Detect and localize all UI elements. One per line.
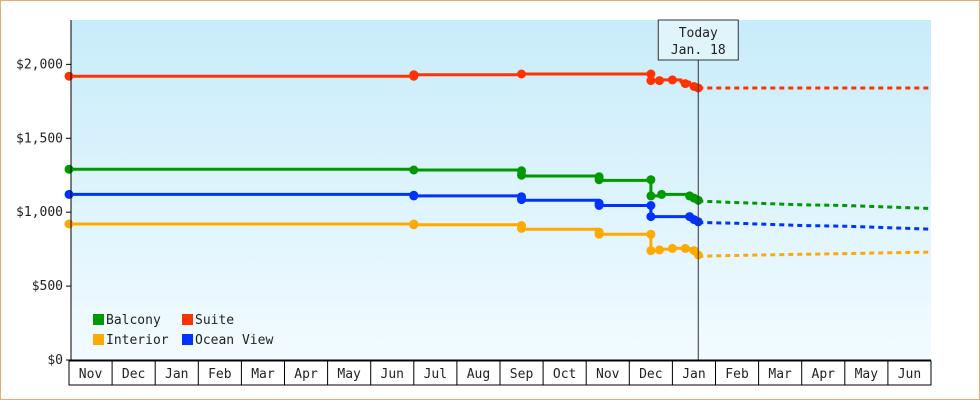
y-ticks: $0 $500 $1,000 $1,500 $2,000	[16, 57, 71, 368]
legend-item: Ocean View	[182, 333, 273, 348]
x-tick-label: Oct	[553, 367, 576, 382]
legend-swatch	[182, 334, 193, 345]
x-tick-label: Mar	[768, 367, 792, 382]
forecast-line	[698, 250, 932, 258]
legend-item: Interior	[93, 333, 169, 348]
data-point	[646, 229, 656, 239]
x-tick-label: Aug	[467, 367, 490, 382]
data-point	[64, 219, 74, 229]
legend-swatch	[93, 334, 104, 345]
data-point	[64, 164, 74, 174]
data-point	[680, 79, 690, 89]
y-tick-label: $0	[47, 353, 63, 368]
x-ticks: Nov Dec Jan Feb Mar Apr May Jun Jul Aug Sep Oct Nov D…	[68, 360, 932, 386]
y-tick-label: $500	[32, 279, 63, 294]
series-line	[69, 167, 699, 202]
legend-label: Ocean View	[195, 333, 273, 348]
x-tick-label: Jan	[165, 367, 188, 382]
y-tick-label: $2,000	[16, 57, 63, 72]
series-ocean-view	[64, 189, 932, 231]
plot-area	[71, 20, 931, 360]
legend-label: Interior	[106, 333, 169, 348]
data-point	[517, 223, 526, 233]
axes	[66, 20, 931, 361]
today-label: Today	[679, 26, 718, 41]
data-point	[646, 246, 656, 256]
data-point	[594, 175, 604, 185]
data-point	[655, 76, 664, 86]
data-point	[64, 71, 74, 81]
x-tick-label: Dec	[122, 367, 145, 382]
x-tick-label: Apr	[812, 367, 836, 382]
x-tick-label: Apr	[294, 367, 318, 382]
today-date: Jan. 18	[671, 43, 726, 58]
x-tick-label: Jul	[424, 367, 447, 382]
data-point	[517, 170, 526, 180]
data-point	[646, 69, 656, 79]
data-point	[517, 195, 526, 205]
x-tick-label: Nov	[79, 367, 103, 382]
legend-item: Balcony	[93, 313, 161, 328]
forecast-line	[698, 199, 932, 210]
data-point	[646, 201, 656, 210]
x-tick-label: May	[855, 367, 879, 382]
data-point	[409, 191, 419, 201]
x-tick-label: May	[337, 367, 361, 382]
data-point	[646, 191, 656, 201]
data-point	[646, 76, 656, 86]
x-tick-label: Feb	[208, 367, 232, 382]
x-tick-label: Jun	[381, 367, 404, 382]
data-point	[657, 189, 667, 199]
data-point	[517, 69, 526, 79]
data-point	[409, 165, 419, 175]
legend-label: Suite	[195, 313, 234, 328]
x-tick-label: Sep	[510, 367, 534, 382]
data-point	[655, 245, 664, 255]
data-point	[667, 75, 677, 85]
data-point	[64, 189, 74, 199]
x-tick-label: Dec	[639, 367, 662, 382]
data-point	[680, 243, 690, 253]
data-point	[594, 229, 604, 239]
legend-swatch	[93, 314, 104, 325]
data-point	[409, 220, 419, 230]
data-point	[646, 212, 656, 222]
data-point	[667, 243, 677, 253]
today-marker: Today Jan. 18	[657, 19, 739, 360]
x-tick-label: Jan	[682, 367, 705, 382]
x-tick-label: Mar	[251, 367, 275, 382]
data-point	[409, 70, 419, 80]
data-point	[646, 175, 656, 185]
legend-label: Balcony	[106, 313, 161, 328]
legend-item: Suite	[182, 313, 234, 328]
today-box	[657, 19, 739, 61]
x-tick-label: Jun	[898, 367, 921, 382]
legend-swatch	[182, 314, 193, 325]
x-tick-label: Feb	[725, 367, 749, 382]
series-interior	[64, 219, 932, 260]
y-tick-label: $1,000	[16, 205, 63, 220]
legend: Balcony Suite Interior Ocean View	[93, 313, 273, 348]
data-point	[594, 201, 604, 210]
y-tick-label: $1,500	[16, 131, 63, 146]
x-tick-label: Nov	[596, 367, 620, 382]
